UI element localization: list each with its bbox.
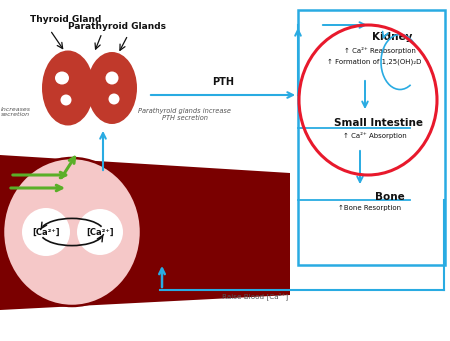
Text: ↑Bone Resorption: ↑Bone Resorption <box>338 205 401 211</box>
Text: Bone: Bone <box>375 192 405 202</box>
Text: ↑ Formation of 1,25(OH)₂D: ↑ Formation of 1,25(OH)₂D <box>327 58 421 65</box>
Text: ↑ Ca²⁺ Absorption: ↑ Ca²⁺ Absorption <box>343 132 407 139</box>
Polygon shape <box>0 155 290 310</box>
Ellipse shape <box>22 208 70 256</box>
Ellipse shape <box>3 158 141 306</box>
Text: Increases
secretion: Increases secretion <box>1 107 31 117</box>
Text: [Ca²⁺]: [Ca²⁺] <box>86 227 114 237</box>
Text: Parathyroid glands increase
PTH secretion: Parathyroid glands increase PTH secretio… <box>139 108 231 121</box>
Ellipse shape <box>105 72 118 85</box>
Ellipse shape <box>77 209 123 255</box>
Text: ↑ Ca²⁺ Reabsorption: ↑ Ca²⁺ Reabsorption <box>344 47 416 54</box>
Text: [Ca²⁺]: [Ca²⁺] <box>32 227 60 237</box>
Ellipse shape <box>55 72 69 85</box>
Text: PTH: PTH <box>212 77 234 87</box>
Text: Small Intestine: Small Intestine <box>333 118 423 128</box>
Text: Raise Blood [Ca²⁺]: Raise Blood [Ca²⁺] <box>222 292 288 300</box>
Text: Parathyroid Glands: Parathyroid Glands <box>68 22 166 31</box>
Ellipse shape <box>60 94 72 105</box>
Ellipse shape <box>108 93 120 104</box>
Text: Kidney: Kidney <box>372 32 412 42</box>
Ellipse shape <box>87 52 137 124</box>
Ellipse shape <box>77 87 103 105</box>
Ellipse shape <box>42 50 94 125</box>
Bar <box>298 10 445 265</box>
Text: Thyroid Gland: Thyroid Gland <box>30 15 101 24</box>
